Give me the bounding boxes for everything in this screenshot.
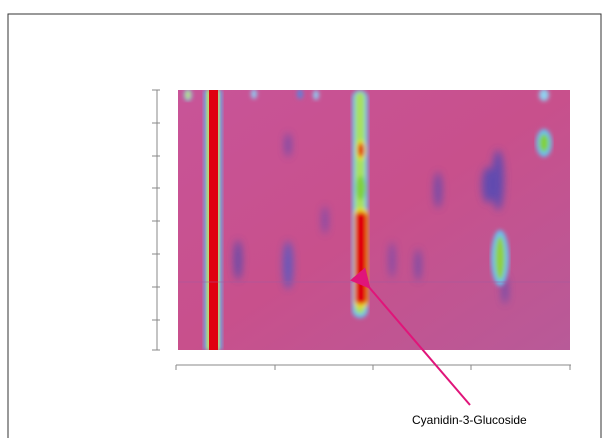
heatmap bbox=[178, 89, 570, 350]
x-axis bbox=[176, 365, 571, 370]
figure: Cyanidin-3-Glucoside bbox=[0, 0, 610, 438]
y-axis bbox=[152, 90, 160, 350]
annotation-label: Cyanidin-3-Glucoside bbox=[412, 413, 527, 427]
